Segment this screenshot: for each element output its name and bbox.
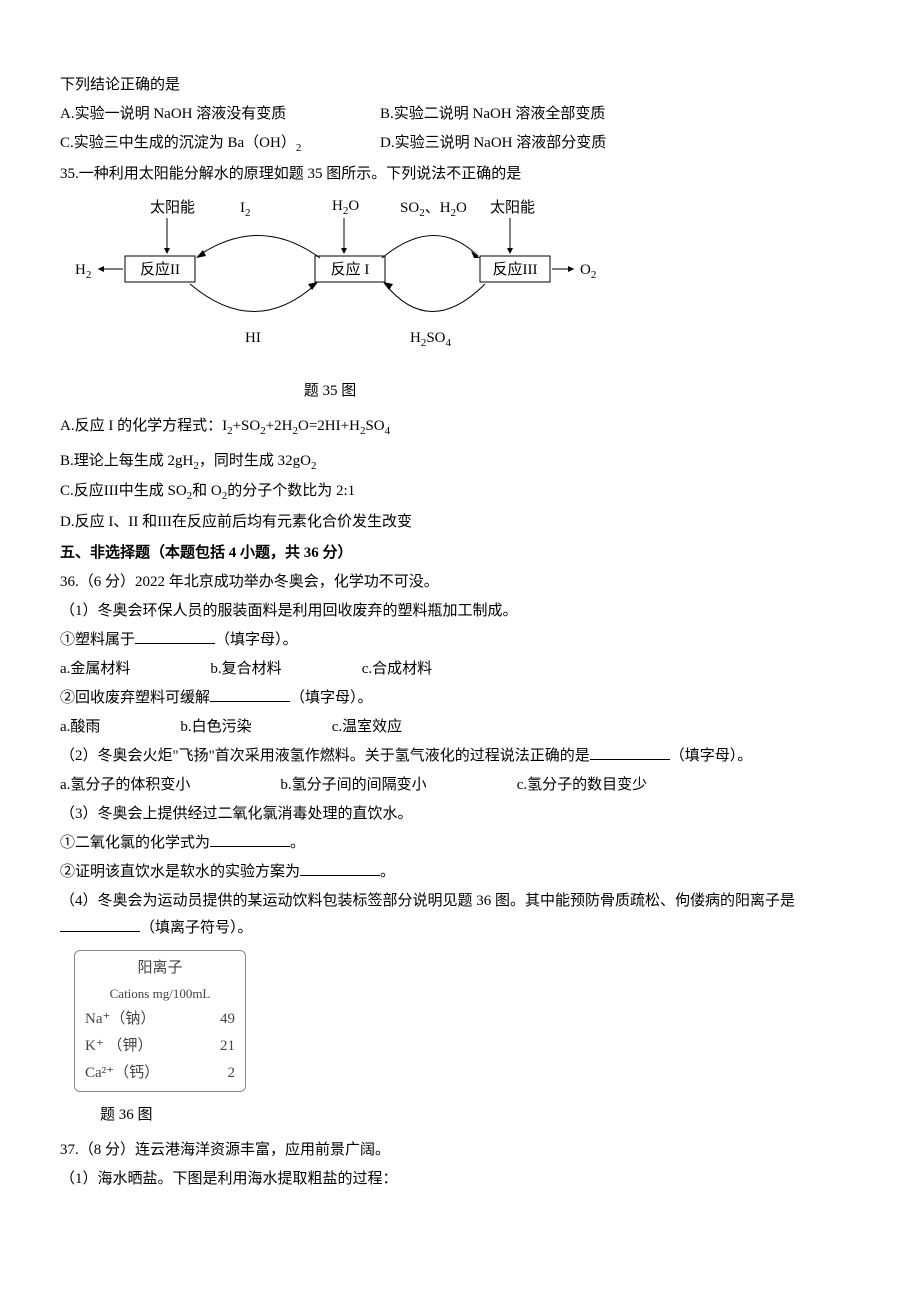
- opt: b.白色污染: [180, 714, 251, 741]
- t: +2H: [266, 418, 293, 434]
- opt-d: D.实验三说明 NaOH 溶液部分变质: [380, 130, 606, 159]
- t: O=2HI+H: [298, 418, 360, 434]
- q35-optd: D.反应 I、II 和III在反应前后均有元素化合价发生改变: [60, 509, 860, 536]
- lbl-h2: H2: [75, 262, 91, 281]
- cell: 49: [220, 1006, 235, 1033]
- opt-b: B.实验二说明 NaOH 溶液全部变质: [380, 101, 605, 128]
- table-hdr1: 阳离子: [85, 955, 235, 982]
- lbl-i2: I2: [240, 200, 251, 219]
- q35-diagram: 太阳能 I2 H2O SO2、H2O 太阳能 反应II 反应 I 反应III H…: [60, 194, 860, 405]
- opt: b.氢分子间的间隔变小: [280, 772, 426, 799]
- q36-p1b: ②回收废弃塑料可缓解 （填字母）。: [60, 685, 860, 712]
- t: 和 O: [192, 483, 222, 499]
- q35-optb: B.理论上每生成 2gH2，同时生成 32gO2: [60, 448, 860, 477]
- q36-table: 阳离子 Cations mg/100mL Na⁺（钠） 49 K⁺ （钾） 21 C…: [74, 950, 246, 1091]
- q37-p1: （1）海水晒盐。下图是利用海水提取粗盐的过程：: [60, 1166, 860, 1193]
- box-r2: 反应II: [140, 260, 180, 278]
- intro-line: 下列结论正确的是: [60, 72, 860, 99]
- q36-p2: （2）冬奥会火炬"飞扬"首次采用液氢作燃料。关于氢气液化的过程说法正确的是 （填字…: [60, 743, 860, 770]
- table-row: K⁺ （钾） 21: [85, 1033, 235, 1060]
- opt-row: A.实验一说明 NaOH 溶液没有变质 B.实验二说明 NaOH 溶液全部变质: [60, 101, 860, 128]
- opt: c.氢分子的数目变少: [517, 772, 647, 799]
- t: 的分子个数比为 2:1: [227, 483, 355, 499]
- t: （填离子符号）。: [140, 920, 253, 936]
- s: 2: [311, 460, 317, 472]
- lbl-sun-1: 太阳能: [150, 199, 195, 216]
- t: （填字母）。: [290, 690, 373, 706]
- lbl-hi: HI: [245, 330, 261, 346]
- t: A.反应 I 的化学方程式：I: [60, 418, 227, 434]
- q37-stem: 37.（8 分）连云港海洋资源丰富，应用前景广阔。: [60, 1137, 860, 1164]
- box-r3: 反应III: [493, 260, 538, 278]
- q36-p1: （1）冬奥会环保人员的服装面料是利用回收废弃的塑料瓶加工制成。: [60, 598, 860, 625]
- q36-p1a-opts: a.金属材料 b.复合材料 c.合成材料: [60, 656, 860, 683]
- q36-stem: 36.（6 分）2022 年北京成功举办冬奥会，化学功不可没。: [60, 569, 860, 596]
- t: 。: [380, 864, 395, 880]
- opt: c.合成材料: [362, 656, 432, 683]
- blank: [60, 917, 140, 932]
- t: （填字母）。: [215, 632, 298, 648]
- t: 。: [290, 835, 305, 851]
- blank: [210, 687, 290, 702]
- opt-c-text: C.实验三中生成的沉淀为 Ba（OH）: [60, 135, 296, 151]
- opt: b.复合材料: [210, 656, 281, 683]
- q36-p4: （4）冬奥会为运动员提供的某运动饮料包装标签部分说明见题 36 图。其中能预防骨…: [60, 888, 860, 942]
- opt: a.酸雨: [60, 714, 100, 741]
- q35-stem: 35.一种利用太阳能分解水的原理如题 35 图所示。下列说法不正确的是: [60, 161, 860, 188]
- t: （填字母）。: [670, 748, 753, 764]
- t: ，同时生成 32gO: [199, 453, 311, 469]
- q36-p1b-opts: a.酸雨 b.白色污染 c.温室效应: [60, 714, 860, 741]
- t: ②证明该直饮水是软水的实验方案为: [60, 864, 300, 880]
- t: ①塑料属于: [60, 632, 135, 648]
- t: ②回收废弃塑料可缓解: [60, 690, 210, 706]
- lbl-o2: O2: [580, 262, 596, 281]
- q36-p3b: ②证明该直饮水是软水的实验方案为 。: [60, 859, 860, 886]
- s: 4: [385, 425, 391, 437]
- lbl-sun-2: 太阳能: [490, 199, 535, 216]
- opt-row: C.实验三中生成的沉淀为 Ba（OH）2 D.实验三说明 NaOH 溶液部分变质: [60, 130, 860, 159]
- opt: a.氢分子的体积变小: [60, 772, 190, 799]
- t: （4）冬奥会为运动员提供的某运动饮料包装标签部分说明见题 36 图。其中能预防骨…: [60, 893, 795, 909]
- opt-a: A.实验一说明 NaOH 溶液没有变质: [60, 101, 380, 128]
- t: SO: [365, 418, 384, 434]
- cell: 2: [228, 1060, 236, 1087]
- box-r1: 反应 I: [331, 260, 370, 278]
- table-row: Ca²⁺（钙） 2: [85, 1060, 235, 1087]
- q36-p2-opts: a.氢分子的体积变小 b.氢分子间的间隔变小 c.氢分子的数目变少: [60, 772, 860, 799]
- q36-p3a: ①二氧化氯的化学式为 。: [60, 830, 860, 857]
- lbl-so2-h2o: SO2、H2O: [400, 200, 467, 219]
- q35-optc: C.反应III中生成 SO2和 O2的分子个数比为 2:1: [60, 478, 860, 507]
- cell: K⁺ （钾）: [85, 1033, 153, 1060]
- q36-p3: （3）冬奥会上提供经过二氧化氯消毒处理的直饮水。: [60, 801, 860, 828]
- q35-caption: 题 35 图: [60, 378, 600, 405]
- blank: [590, 745, 670, 760]
- q36-caption: 题 36 图: [100, 1102, 860, 1129]
- lbl-h2o: H2O: [332, 198, 359, 217]
- opt: c.温室效应: [332, 714, 402, 741]
- opt-c-sub: 2: [296, 142, 302, 154]
- cell: Na⁺（钠）: [85, 1006, 155, 1033]
- t: （2）冬奥会火炬"飞扬"首次采用液氢作燃料。关于氢气液化的过程说法正确的是: [60, 748, 590, 764]
- blank: [210, 832, 290, 847]
- t: C.反应III中生成 SO: [60, 483, 187, 499]
- opt: a.金属材料: [60, 656, 130, 683]
- blank: [135, 629, 215, 644]
- t: ①二氧化氯的化学式为: [60, 835, 210, 851]
- cell: Ca²⁺（钙）: [85, 1060, 159, 1087]
- t: B.理论上每生成 2gH: [60, 453, 193, 469]
- opt-c: C.实验三中生成的沉淀为 Ba（OH）2: [60, 130, 380, 159]
- blank: [300, 861, 380, 876]
- table-hdr2: Cations mg/100mL: [85, 982, 235, 1005]
- table-row: Na⁺（钠） 49: [85, 1006, 235, 1033]
- lbl-h2so4: H2SO4: [410, 330, 452, 349]
- q35-opta: A.反应 I 的化学方程式：I2+SO2+2H2O=2HI+H2SO4: [60, 413, 860, 442]
- q36-p1a: ①塑料属于 （填字母）。: [60, 627, 860, 654]
- t: +SO: [233, 418, 261, 434]
- cell: 21: [220, 1033, 235, 1060]
- section5: 五、非选择题（本题包括 4 小题，共 36 分）: [60, 540, 860, 567]
